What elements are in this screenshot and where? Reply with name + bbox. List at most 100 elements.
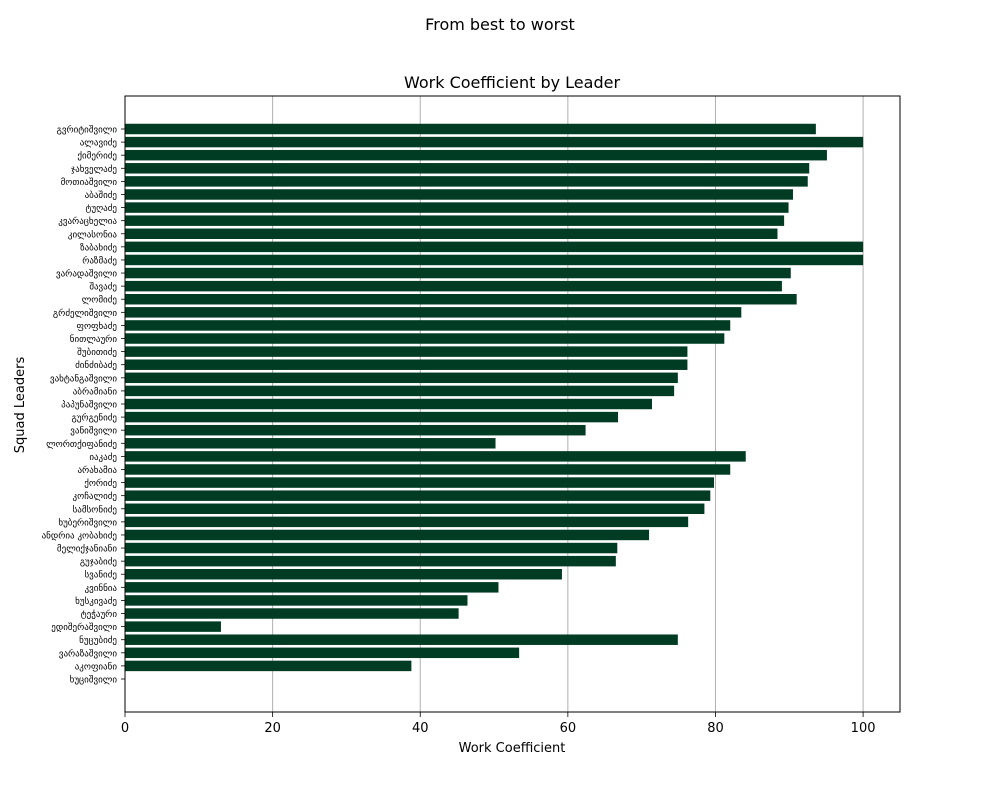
y-tick-label: ნითლაური xyxy=(70,334,118,345)
y-tick-label: აბაშიძე xyxy=(85,190,118,201)
y-tick-label: ჯახველაძე xyxy=(71,164,117,175)
y-tick-label: ვარაზაშვილი xyxy=(59,648,118,659)
y-tick-label: ტეჭაური xyxy=(81,609,118,620)
y-axis-label: Squad Leaders xyxy=(13,357,28,454)
bar xyxy=(125,333,725,344)
y-tick-label: ლორთქიფანიძე xyxy=(46,439,117,450)
bar xyxy=(125,608,459,619)
y-tick-label: კოჩალიძე xyxy=(73,491,118,502)
y-tick-label: არახამია xyxy=(77,465,117,476)
bar xyxy=(125,503,705,514)
bar xyxy=(125,228,778,239)
y-tick-label: სვანიძე xyxy=(84,570,117,581)
y-tick-label: შუბითიძე xyxy=(77,347,117,358)
bar xyxy=(125,398,652,410)
y-tick-label: ზაბახიძე xyxy=(80,242,117,253)
y-tick-label: ედიშერაშვილი xyxy=(51,622,117,633)
y-tick-label: ხუციშვილი xyxy=(70,675,118,686)
y-tick-label: რაზმაძე xyxy=(82,255,117,266)
bar xyxy=(125,582,499,593)
bar xyxy=(125,555,616,567)
y-tick-label: ნუცუბიძე xyxy=(79,635,117,646)
y-tick-label: ვახტანგაშვილი xyxy=(50,373,117,384)
x-tick-label: 80 xyxy=(707,721,724,736)
y-tick-label: ძინძიბაძე xyxy=(75,360,117,371)
bar xyxy=(125,634,678,645)
bar xyxy=(125,189,793,200)
bar xyxy=(125,424,586,436)
bar xyxy=(125,569,562,580)
bar xyxy=(125,411,619,423)
bar xyxy=(125,149,827,161)
bar xyxy=(125,254,864,266)
x-tick-label: 60 xyxy=(560,721,577,736)
bar xyxy=(125,647,520,659)
bar xyxy=(125,464,731,475)
bar xyxy=(125,176,808,187)
y-tick-label: ვანიშვილი xyxy=(70,426,117,437)
y-tick-label: ვარადაშვილი xyxy=(56,269,117,280)
bar xyxy=(125,320,731,331)
bar xyxy=(125,294,797,305)
bar xyxy=(125,372,678,384)
bar xyxy=(125,136,864,148)
bar xyxy=(125,215,785,226)
y-tick-label: გრძელიშვილი xyxy=(53,308,117,319)
bar xyxy=(125,163,810,174)
y-tick-label: გურგენიძე xyxy=(71,413,117,424)
bar xyxy=(125,438,496,449)
x-tick-label: 20 xyxy=(264,721,281,736)
bar xyxy=(125,385,675,397)
bar xyxy=(125,280,782,292)
y-tick-label: კვინნია xyxy=(85,583,118,594)
bar xyxy=(125,595,468,606)
y-tick-label: იაკაძე xyxy=(89,452,117,463)
x-tick-label: 40 xyxy=(412,721,429,736)
y-tick-label: შავაძე xyxy=(89,282,117,293)
y-tick-label: ლომიძე xyxy=(82,295,118,306)
y-tick-label: ქორიძე xyxy=(84,478,117,489)
bar-layer xyxy=(125,123,864,672)
bar xyxy=(125,202,789,213)
y-tick-label: ანდრია კობახიძე xyxy=(42,530,118,541)
bar xyxy=(125,346,688,357)
y-tick-label: კილასონია xyxy=(68,229,118,240)
y-tick-label: აბრამიანი xyxy=(73,386,118,397)
y-tick-label: ალავიძე xyxy=(80,138,118,149)
bar xyxy=(125,516,689,528)
x-tick-label: 100 xyxy=(851,721,876,736)
y-tick-label: ქიმერიძე xyxy=(77,151,117,162)
y-tick-label: აკოფიანი xyxy=(75,661,118,672)
bar xyxy=(125,307,742,318)
bar xyxy=(125,477,714,488)
bar xyxy=(125,542,618,554)
bar xyxy=(125,529,650,541)
bar xyxy=(125,621,221,632)
axis-layer: გვრიტიშვილი ალავიძე ქიმერიძე ჯახველაძე მოთია… xyxy=(42,95,901,736)
y-tick-label: მოთიაშვილი xyxy=(61,177,118,188)
y-tick-label: პაპუნაშვილი xyxy=(61,400,117,411)
y-tick-label: მელიქჯანიანი xyxy=(57,544,117,555)
x-axis-label: Work Coefficient xyxy=(459,741,566,756)
plot-frame xyxy=(124,95,901,713)
chart-suptitle: From best to worst xyxy=(425,15,575,34)
y-tick-label: გვრიტიშვილი xyxy=(57,125,118,136)
y-tick-label: გუჯაბიძე xyxy=(80,557,118,568)
x-tick-label: 0 xyxy=(121,721,129,736)
chart-title: Work Coefficient by Leader xyxy=(404,73,620,92)
bar xyxy=(125,241,864,253)
y-tick-label: ტუღაძე xyxy=(85,203,117,214)
y-tick-label: ხუსკივაძე xyxy=(75,596,117,607)
y-tick-label: სამსონიძე xyxy=(73,504,118,515)
bar xyxy=(125,267,791,279)
bar xyxy=(125,451,746,462)
y-tick-label: ხუბერიშვილი xyxy=(58,517,117,528)
y-tick-label: ფოფხაძე xyxy=(77,321,118,332)
y-tick-label: კვარაცხელია xyxy=(58,216,117,227)
bar xyxy=(125,123,816,135)
bar xyxy=(125,660,412,672)
bar xyxy=(125,490,711,501)
bar xyxy=(125,359,688,370)
